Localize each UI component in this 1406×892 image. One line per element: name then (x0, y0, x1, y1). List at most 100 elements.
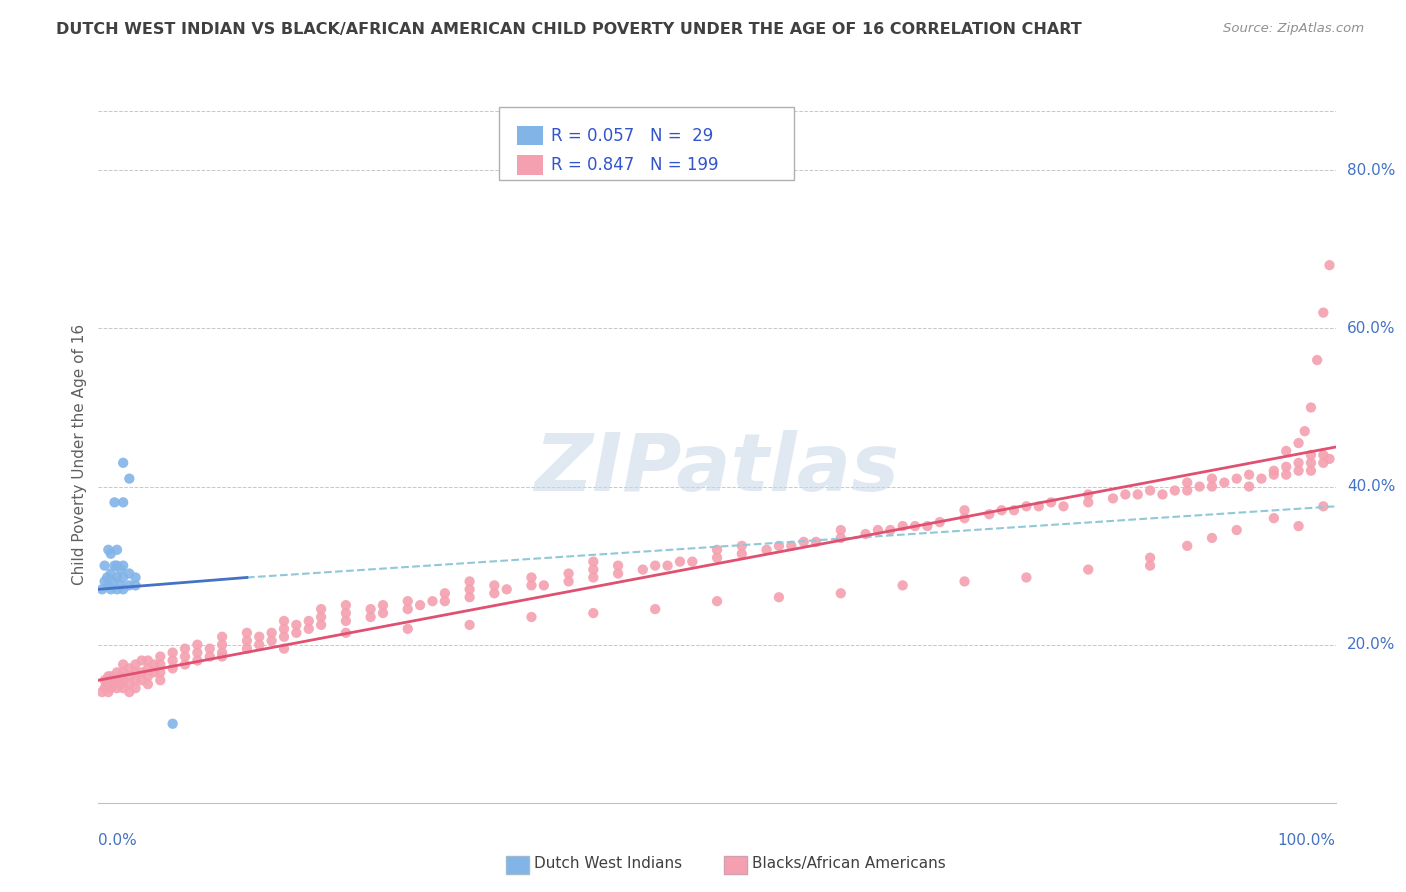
Point (273, 622, 295, 636)
Point (105, 542, 128, 557)
Point (149, 649, 172, 664)
Point (118, 578, 141, 592)
Point (706, 594, 728, 608)
Point (1312, 456, 1334, 470)
Text: 40.0%: 40.0% (1347, 479, 1395, 494)
Point (162, 653, 184, 667)
Point (93, 673, 115, 688)
Point (557, 574, 579, 589)
Point (422, 594, 444, 608)
Point (103, 677, 125, 691)
Point (124, 665, 146, 680)
Point (1275, 459, 1298, 474)
Point (105, 570, 128, 584)
Point (731, 539, 754, 553)
Text: 100.0%: 100.0% (1278, 833, 1336, 848)
Point (97, 542, 120, 557)
Point (118, 566, 141, 581)
Point (1306, 353, 1329, 368)
Point (484, 578, 506, 592)
Point (112, 558, 135, 573)
Point (100, 669, 122, 683)
Point (1299, 456, 1322, 470)
Point (174, 657, 197, 672)
Point (396, 594, 419, 608)
Point (273, 614, 295, 628)
Point (1299, 401, 1322, 415)
Point (533, 578, 555, 592)
Point (110, 677, 132, 691)
Point (1188, 479, 1211, 493)
Point (103, 673, 125, 688)
Text: 20.0%: 20.0% (1347, 637, 1395, 652)
Point (731, 547, 754, 561)
Point (260, 633, 283, 648)
Point (979, 507, 1001, 521)
Point (830, 523, 852, 537)
Point (118, 472, 141, 486)
Point (879, 523, 901, 537)
Point (124, 578, 146, 592)
Point (149, 665, 172, 680)
Point (830, 531, 852, 545)
Point (669, 555, 692, 569)
Point (1263, 467, 1285, 482)
Point (298, 614, 321, 628)
Point (211, 646, 233, 660)
Point (768, 591, 790, 605)
Point (97, 669, 120, 683)
Text: DUTCH WEST INDIAN VS BLACK/AFRICAN AMERICAN CHILD POVERTY UNDER THE AGE OF 16 CO: DUTCH WEST INDIAN VS BLACK/AFRICAN AMERI… (56, 22, 1083, 37)
Point (520, 610, 543, 624)
Point (804, 534, 827, 549)
Point (162, 661, 184, 675)
Point (186, 653, 208, 667)
Point (371, 606, 394, 620)
Point (582, 570, 605, 584)
Point (1288, 456, 1310, 470)
Point (396, 602, 419, 616)
Point (1275, 467, 1298, 482)
Point (186, 646, 208, 660)
Point (285, 625, 308, 640)
Point (1312, 305, 1334, 319)
Text: Blacks/African Americans: Blacks/African Americans (752, 856, 946, 871)
Point (1077, 495, 1099, 509)
Point (1015, 570, 1038, 584)
Point (100, 566, 122, 581)
Point (91, 582, 114, 597)
Point (1175, 483, 1198, 498)
Point (396, 622, 419, 636)
Point (124, 681, 146, 695)
Point (110, 669, 132, 683)
Point (118, 669, 141, 683)
Point (186, 638, 208, 652)
Point (96, 677, 118, 691)
Point (273, 630, 295, 644)
Point (1237, 479, 1260, 493)
Point (309, 602, 332, 616)
Point (607, 566, 630, 581)
Point (582, 563, 605, 577)
Point (1213, 475, 1236, 490)
Point (458, 582, 481, 597)
Point (768, 539, 790, 553)
Point (1250, 472, 1272, 486)
Point (93, 574, 115, 589)
Point (100, 547, 122, 561)
Point (681, 555, 703, 569)
Point (124, 657, 146, 672)
Point (93, 681, 115, 695)
Point (105, 582, 128, 597)
Point (1114, 487, 1136, 501)
Point (103, 495, 125, 509)
Text: 80.0%: 80.0% (1347, 163, 1395, 178)
Point (1102, 491, 1125, 506)
Point (1052, 500, 1074, 514)
Point (917, 519, 939, 533)
Point (260, 625, 283, 640)
Point (1288, 436, 1310, 450)
Point (174, 641, 197, 656)
Point (112, 657, 135, 672)
Point (211, 638, 233, 652)
Point (1319, 451, 1341, 466)
